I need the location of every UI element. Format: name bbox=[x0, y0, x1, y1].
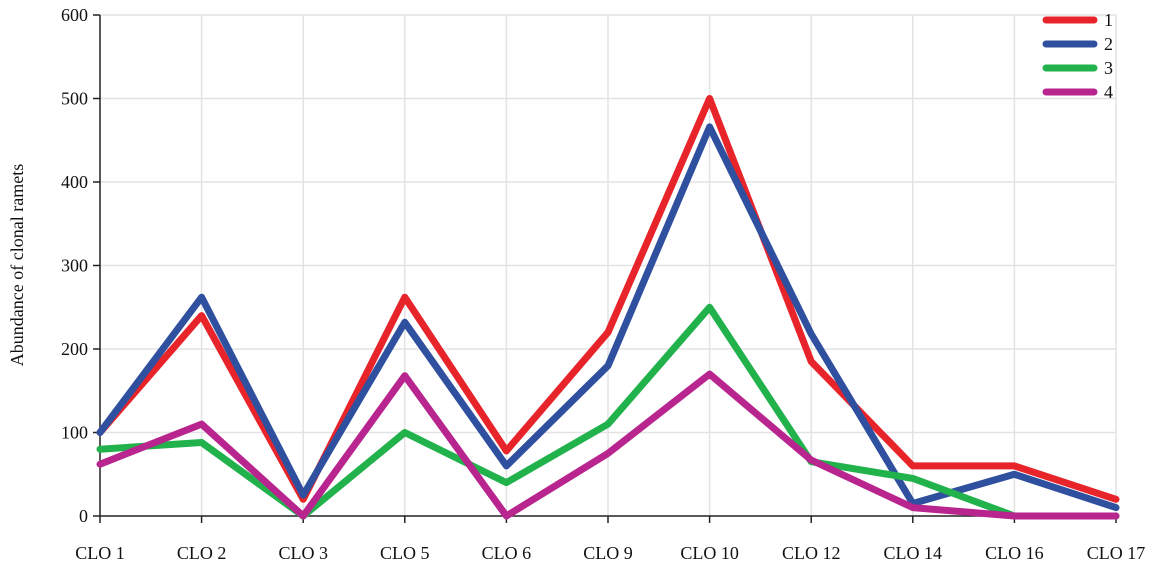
x-tick-label: CLO 6 bbox=[482, 543, 532, 563]
x-tick-label: CLO 1 bbox=[75, 543, 125, 563]
x-tick-label: CLO 2 bbox=[177, 543, 227, 563]
y-tick-label: 600 bbox=[61, 5, 88, 25]
y-tick-label: 0 bbox=[79, 506, 88, 526]
series-line-1 bbox=[96, 95, 1120, 503]
x-tick-label: CLO 17 bbox=[1087, 543, 1146, 563]
x-tick-label: CLO 5 bbox=[380, 543, 430, 563]
legend-label-1: 1 bbox=[1104, 10, 1113, 30]
x-tick-label: CLO 14 bbox=[884, 543, 943, 563]
legend-label-2: 2 bbox=[1104, 34, 1113, 54]
x-tick-label: CLO 12 bbox=[782, 543, 841, 563]
series-line-4 bbox=[96, 370, 1120, 520]
x-tick-label: CLO 16 bbox=[985, 543, 1044, 563]
legend-label-4: 4 bbox=[1104, 82, 1113, 102]
series-line-3 bbox=[96, 303, 1120, 520]
legend: 1 2 3 4 bbox=[1042, 10, 1113, 102]
y-tick-label: 100 bbox=[61, 423, 88, 443]
y-axis-title: Abundance of clonal ramets bbox=[7, 164, 27, 366]
x-tick-label: CLO 9 bbox=[583, 543, 633, 563]
axes: 0 100 200 300 400 500 600 CLO 1 CLO 2 CLO 3 CLO 5 C… bbox=[61, 5, 1145, 563]
y-tick-label: 500 bbox=[61, 89, 88, 109]
x-tick-label: CLO 10 bbox=[680, 543, 739, 563]
y-tick-label: 200 bbox=[61, 339, 88, 359]
legend-label-3: 3 bbox=[1104, 58, 1113, 78]
grid bbox=[100, 14, 1117, 516]
series-lines bbox=[96, 95, 1120, 520]
x-tick-label: CLO 3 bbox=[278, 543, 328, 563]
y-tick-label: 300 bbox=[61, 256, 88, 276]
y-tick-label: 400 bbox=[61, 172, 88, 192]
